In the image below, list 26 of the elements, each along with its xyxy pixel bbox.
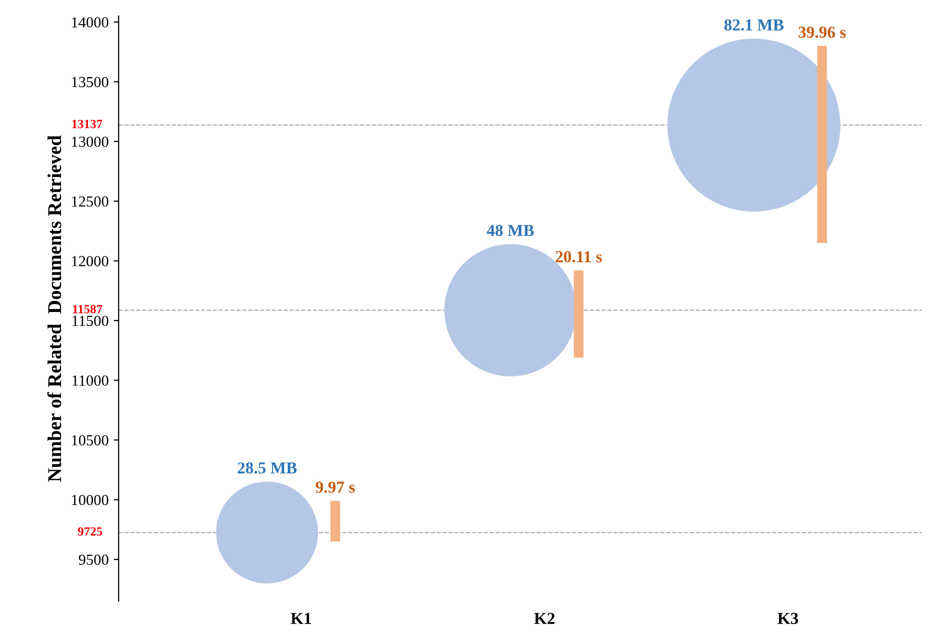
y-tick-label: 11000 — [72, 375, 108, 386]
x-tick-label: K2 — [534, 612, 555, 624]
ref-line-label: 11587 — [72, 304, 102, 314]
y-tick-label: 10000 — [72, 494, 108, 506]
data-label: 28.5 MB — [238, 462, 297, 474]
data-label: 48 MB — [486, 224, 534, 236]
ref-line-label: 9725 — [78, 527, 102, 536]
data-label: 82.1 MB — [724, 19, 784, 31]
ref-line-label: 13137 — [72, 120, 102, 128]
y-tick-label: 11500 — [72, 316, 108, 326]
y-tick-label: 12500 — [72, 196, 108, 207]
y-tick-label: 14000 — [72, 17, 108, 28]
annotation: 39.96 s — [798, 26, 846, 38]
bar — [574, 270, 584, 358]
y-tick-label: 9500 — [78, 554, 108, 565]
y-tick-label: 13500 — [72, 76, 108, 88]
annotation: 20.11 s — [556, 251, 602, 262]
x-tick-label: K1 — [290, 612, 311, 624]
y-tick-label: 13000 — [72, 136, 108, 147]
bar — [330, 500, 340, 542]
y-tick-label: 12000 — [72, 256, 108, 266]
x-tick-label: K3 — [778, 612, 798, 624]
y-axis-title: Number of Related Documents Retrieved — [47, 135, 62, 482]
bar — [817, 46, 827, 243]
y-tick-label: 10500 — [72, 435, 108, 446]
annotation: 9.97 s — [316, 482, 355, 493]
